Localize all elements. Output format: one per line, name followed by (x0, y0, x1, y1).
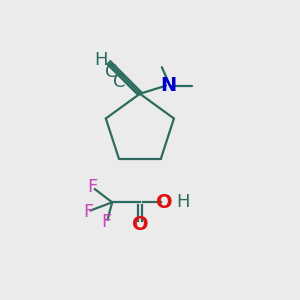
Text: C: C (113, 73, 125, 91)
Text: F: F (87, 178, 98, 196)
Text: F: F (83, 202, 93, 220)
Text: H: H (94, 51, 107, 69)
Text: C: C (105, 63, 117, 81)
Text: N: N (160, 76, 177, 95)
Text: H: H (176, 193, 189, 211)
Text: O: O (156, 193, 172, 212)
Text: F: F (101, 213, 112, 231)
Text: O: O (132, 215, 148, 235)
